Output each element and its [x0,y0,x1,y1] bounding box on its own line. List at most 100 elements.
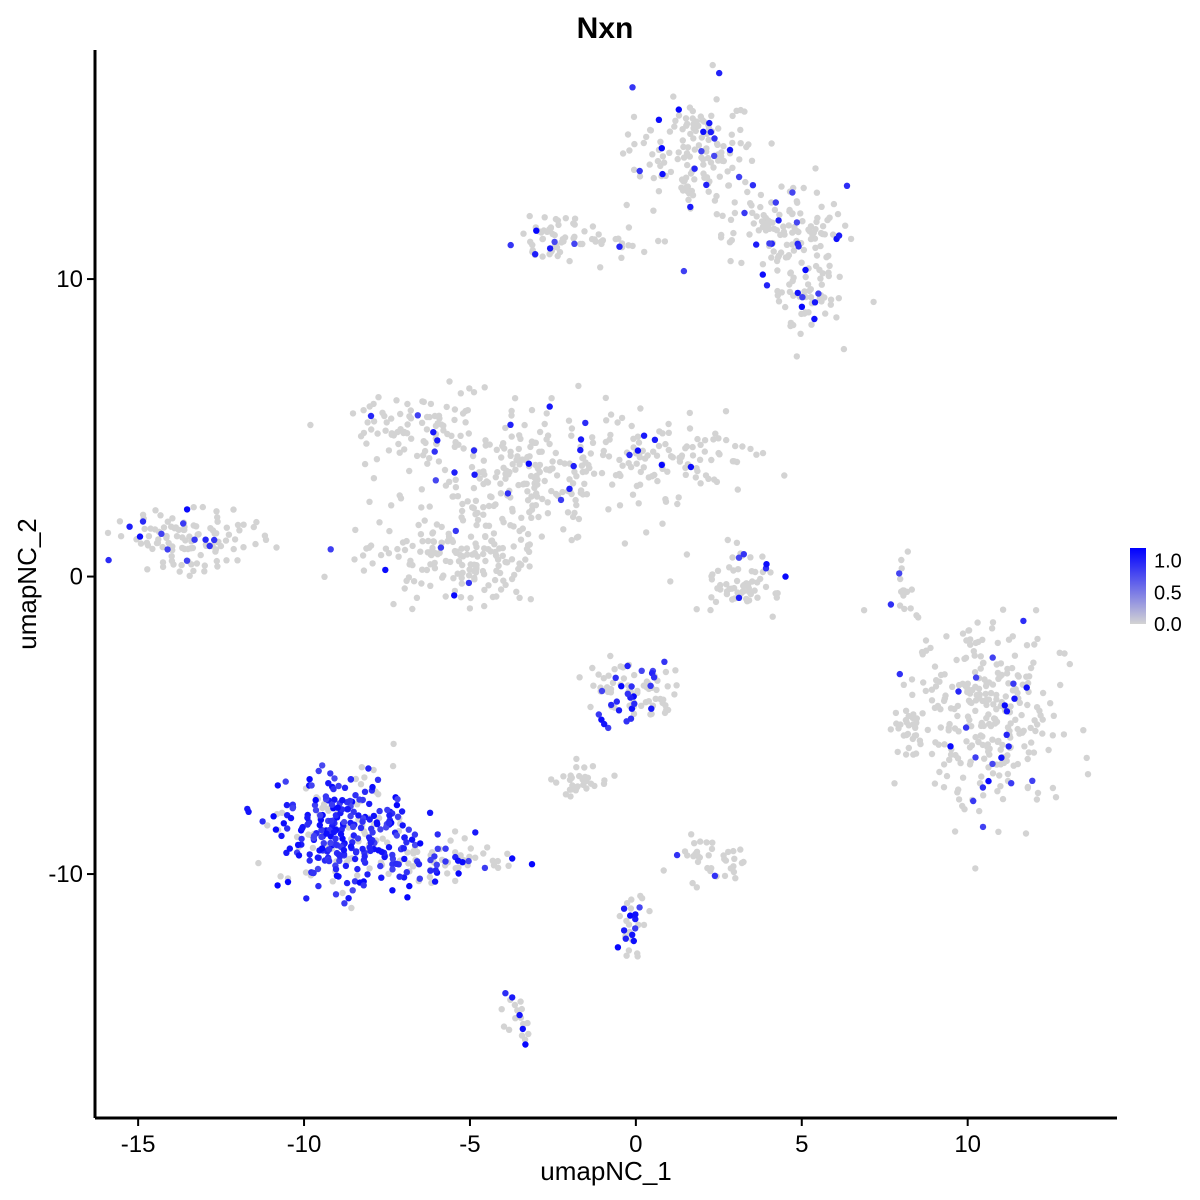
cell-point [955,796,963,803]
cell-point [909,714,916,722]
cell-point [435,458,443,465]
cell-point [684,161,691,169]
cell-point [616,456,623,464]
cell-point-expressed [386,812,393,819]
cell-point [465,430,472,437]
cell-point [903,731,910,739]
cell-point [524,1019,531,1027]
cell-point [511,571,518,579]
cell-point [700,161,707,168]
cell-point-expressed [183,557,191,564]
cell-point-expressed [306,857,313,864]
cell-point [385,870,392,877]
cell-point-expressed [628,683,635,690]
cell-point [518,1032,526,1039]
cell-point [568,425,576,432]
cell-point [197,551,204,559]
cell-point-expressed [105,556,112,564]
cell-point [954,712,961,720]
cell-point-expressed [374,776,382,783]
cell-point-expressed [364,871,371,878]
cell-point [750,220,757,227]
cell-point [657,138,664,145]
cell-point [595,671,602,678]
cell-point [616,912,623,920]
cell-point [144,566,151,573]
cell-point [573,755,580,763]
cell-point [782,254,790,261]
cell-point [774,590,781,597]
cell-point [517,435,524,442]
cell-point [426,503,433,510]
cell-point [943,772,951,780]
cell-point [727,257,734,265]
cell-point-expressed [634,447,642,454]
cell-point-expressed [798,303,806,310]
cell-point [470,389,478,396]
cell-point [726,585,733,592]
cell-point [418,504,425,511]
cell-point [493,446,500,453]
cell-point [672,667,679,674]
cell-point-expressed [691,165,698,172]
cell-point [770,225,778,232]
cell-point [813,218,820,226]
cell-point [573,501,580,509]
cell-point-expressed [658,461,665,469]
cell-point [583,785,590,792]
cell-point [159,543,166,551]
cell-point [703,148,710,155]
cell-point [360,567,368,574]
cell-point-expressed [896,670,903,678]
cell-point-expressed [430,429,437,436]
cell-point [562,791,570,798]
cell-point-expressed [352,792,359,799]
cell-point-expressed [382,566,389,574]
cell-point [1039,716,1046,723]
cell-point-expressed [328,801,336,808]
cell-point-expressed [522,1041,529,1048]
cell-point [759,449,767,457]
cell-point [607,431,614,439]
cell-point [732,875,739,882]
cell-point [592,238,599,245]
cell-point [396,449,403,456]
cell-point [485,502,493,510]
cell-point [1039,730,1046,737]
cell-point [654,477,661,485]
cell-point [894,748,901,756]
cell-point [983,701,990,709]
cell-point [319,804,326,812]
cell-point [515,565,522,573]
cell-point [459,410,467,417]
cell-point [253,518,260,526]
cell-point [989,619,997,626]
cell-point [512,466,519,473]
cell-point [117,533,125,540]
cell-point [436,415,443,422]
legend-tick-label: 1.0 [1154,551,1182,573]
cell-point-expressed [675,106,682,113]
cell-point [707,159,715,166]
cell-point [603,684,611,691]
cell-point-expressed [507,421,514,428]
cell-point-expressed [245,808,252,815]
cell-point [116,518,124,525]
cell-point-expressed [315,882,322,890]
cell-point [722,408,730,415]
cell-point-expressed [385,819,393,827]
cell-point [190,567,197,575]
cell-point [240,544,247,551]
cell-point [591,782,598,790]
cell-point [509,461,516,468]
cell-point [723,436,730,444]
cell-point [230,506,237,513]
cell-point [967,641,974,648]
cell-point [351,556,358,563]
cell-point-expressed [749,182,757,189]
cell-point [896,602,904,609]
cell-point-expressed [306,776,313,783]
cell-point [633,460,640,467]
cell-point [501,445,508,452]
cell-point [1060,731,1068,738]
